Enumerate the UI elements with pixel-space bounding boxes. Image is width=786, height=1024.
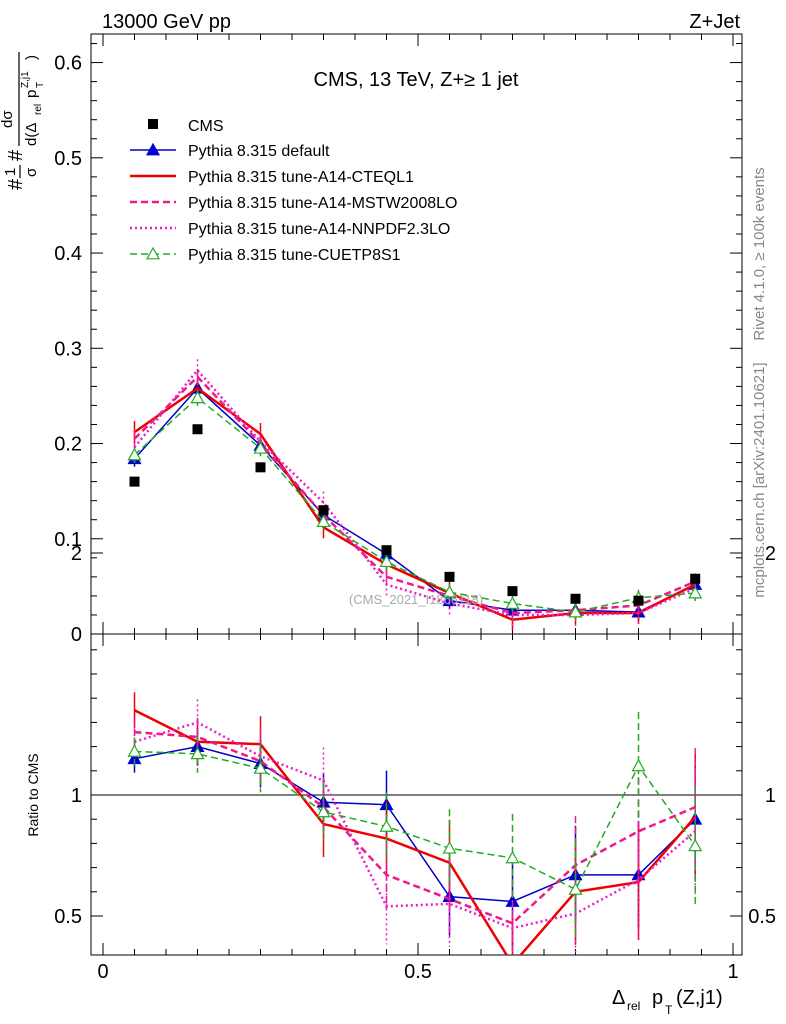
- legend: CMS Pythia 8.315 default Pythia 8.315 tune…: [130, 118, 457, 264]
- cms-data-point: [129, 476, 140, 487]
- series-4-main-point: [688, 585, 703, 599]
- cms-data-point: [444, 571, 455, 582]
- y-tick-label: 0: [71, 624, 82, 646]
- cms-data-point: [318, 505, 329, 516]
- ratio-y-tick-label-right: 0.5: [748, 906, 776, 928]
- series-3-main-line: [133, 368, 696, 617]
- ytitle-denom: d(Δ: [23, 123, 40, 146]
- legend-cms-label: CMS: [188, 118, 224, 135]
- y-tick-label: 0.2: [54, 434, 82, 456]
- ratio-y-tick-label-right: 2: [765, 543, 776, 565]
- series-4-main-point: [505, 596, 520, 609]
- ratio-y-tick-label: 0.5: [54, 906, 82, 928]
- series-3-ratio-line: [134, 721, 697, 930]
- series-2-main-line: [133, 375, 696, 615]
- series-4-ratio-point: [253, 761, 268, 774]
- series-4-ratio-point: [127, 744, 142, 757]
- series-4-ratio-point: [190, 746, 205, 760]
- series-4-ratio-point: [505, 850, 520, 864]
- axis-ticks: 0 0.1 0.2 0.3 0.4 0.5 0.6 0 0.5 1 0.5 0.5 1 1 2 2: [54, 34, 776, 983]
- xtitle-p: p: [652, 987, 663, 1009]
- series-0-ratio-line: [134, 745, 696, 903]
- cms-data-point: [255, 462, 266, 473]
- legend-series-label-2: Pythia 8.315 tune-A14-MSTW2008LO: [188, 195, 457, 212]
- y-tick-label: 0.1: [54, 529, 82, 551]
- ratio-y-axis-title: Ratio to CMS: [25, 753, 41, 836]
- series-4-ratio-point: [379, 819, 394, 832]
- series-4-ratio-point: [631, 758, 646, 772]
- xtitle-sub: rel: [627, 999, 640, 1013]
- analysis-watermark: (CMS_2021_I1866118): [349, 592, 483, 607]
- y-axis-title: # 1 σ # dσ d(Δ rel p Z,j1 T ): [0, 52, 46, 190]
- ratio-series-layer: [127, 692, 703, 955]
- x-axis-title: Δ rel p T (Z,j1): [612, 987, 723, 1017]
- xtitle-subT: T: [665, 1003, 673, 1017]
- xtitle-delta: Δ: [612, 987, 625, 1009]
- series-2-ratio-line: [134, 730, 696, 925]
- main-series-layer: [127, 359, 703, 631]
- xtitle-rest: (Z,j1): [676, 987, 723, 1009]
- cms-data-point: [192, 424, 203, 435]
- header-energy: 13000 GeV pp: [102, 11, 231, 33]
- ytitle-hash1: #: [5, 178, 27, 190]
- ratio-y-tick-label-right: 1: [765, 785, 776, 807]
- ytitle-close: ): [23, 55, 40, 60]
- y-tick-label: 0.5: [54, 148, 82, 170]
- y-tick-label: 0.4: [54, 243, 82, 265]
- chart-title: CMS, 13 TeV, Z+≥ 1 jet: [314, 69, 519, 91]
- ytitle-one: 1: [2, 168, 19, 176]
- series-4-main-point: [253, 441, 268, 454]
- series-4-ratio-point: [688, 838, 703, 852]
- cms-data-point: [507, 586, 518, 597]
- legend-series-label-4: Pythia 8.315 tune-CUETP8S1: [188, 247, 401, 264]
- ratio-y-tick-label: 1: [71, 785, 82, 807]
- ytitle-denom-subT: T: [35, 82, 46, 88]
- mcplots-label: mcplots.cern.ch [arXiv:2401.10621]: [751, 362, 768, 597]
- series-4-ratio-point: [442, 841, 457, 854]
- cms-data-point: [570, 593, 581, 604]
- legend-series-label-0: Pythia 8.315 default: [188, 143, 330, 160]
- ytitle-denom-p: p: [23, 90, 40, 98]
- series-4-ratio-point: [568, 882, 583, 895]
- ytitle-hash2: #: [5, 149, 27, 161]
- x-tick-label: 0.5: [404, 961, 432, 983]
- series-4-ratio-point: [316, 804, 331, 818]
- legend-series-label-3: Pythia 8.315 tune-A14-NNPDF2.3LO: [188, 221, 450, 238]
- series-4-main-point: [568, 604, 583, 618]
- legend-cms-marker: [148, 119, 158, 129]
- x-tick-label: 0: [97, 961, 108, 983]
- cms-data-point: [690, 573, 701, 584]
- y-tick-label: 0.3: [54, 338, 82, 360]
- series-4-main-point: [379, 554, 394, 568]
- series-4-ratio-line: [134, 750, 696, 891]
- ytitle-denom-sub: rel: [33, 104, 44, 115]
- y-tick-label: 0.6: [54, 53, 82, 75]
- data-markers-layer: [129, 424, 701, 606]
- series-0-main-line: [133, 387, 696, 613]
- series-4-main-point: [316, 514, 331, 528]
- legend-series-label-1: Pythia 8.315 tune-A14-CTEQL1: [188, 169, 414, 186]
- ratio-y-tick-label: 2: [71, 543, 82, 565]
- legend-series-marker-0: [145, 142, 161, 156]
- legend-series-marker-4: [145, 246, 161, 260]
- rivet-label: Rivet 4.1.0, ≥ 100k events: [751, 167, 768, 340]
- series-1-main-line: [133, 386, 696, 621]
- series-4-main-line: [133, 396, 696, 613]
- ytitle-sigma: σ: [23, 167, 40, 177]
- header-process: Z+Jet: [689, 11, 740, 33]
- series-1-ratio-line: [133, 709, 697, 955]
- series-4-main-point: [127, 447, 142, 461]
- x-tick-label: 1: [727, 961, 738, 983]
- cms-data-point: [381, 545, 392, 556]
- series-4-main-point: [190, 390, 205, 404]
- ytitle-dsigma: dσ: [0, 110, 16, 128]
- ytitle-denom-sup: Z,j1: [20, 71, 31, 88]
- cms-data-point: [633, 595, 644, 606]
- series-4-main-point: [442, 584, 457, 598]
